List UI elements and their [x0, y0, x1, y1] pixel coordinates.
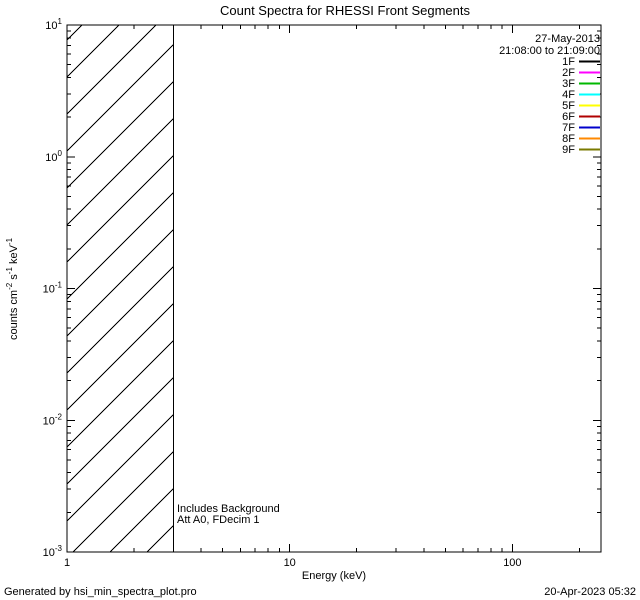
legend-date: 27-May-2013 [535, 33, 600, 45]
legend-entry-label: 4F [562, 89, 575, 101]
chart-title: Count Spectra for RHESSI Front Segments [220, 3, 470, 18]
hatch-line [66, 414, 174, 522]
y-axis-label-group: counts cm-2 s-1 keV-1 [5, 237, 20, 340]
x-axis-label: Energy (keV) [302, 570, 366, 582]
legend-entry-label: 6F [562, 111, 575, 123]
annotation-includes-background: Includes Background [177, 503, 280, 515]
y-tick-label: 101 [45, 17, 62, 32]
legend-entry: 7F [562, 122, 600, 134]
y-axis-label-text: counts cm-2 s-1 keV-1 [5, 237, 20, 340]
hatch-line [66, 24, 83, 41]
hatch-line [66, 24, 120, 78]
legend-entry: 4F [562, 89, 600, 101]
plot-frame [66, 24, 602, 553]
x-tick-label: 10 [284, 557, 296, 569]
y-tick-label: 10-1 [43, 281, 63, 296]
legend-entry: 6F [562, 111, 600, 123]
hatch-line [66, 118, 174, 226]
hatch-line [66, 192, 174, 300]
hatch-line [66, 377, 174, 485]
annotation-attenuator-state: Att A0, FDecim 1 [177, 514, 260, 526]
footer-generator: Generated by hsi_min_spectra_plot.pro [4, 586, 197, 598]
legend-entry-label: 2F [562, 67, 575, 79]
y-tick-label: 10-2 [43, 412, 63, 427]
y-tick-label: 10-3 [43, 544, 63, 559]
hatch-line [66, 81, 174, 189]
legend-entry: 9F [562, 144, 600, 156]
legend-entry-label: 5F [562, 100, 575, 112]
hatch-line [66, 266, 174, 374]
legend-entry: 3F [562, 78, 600, 90]
hatch-line [109, 488, 174, 553]
legend-entry: 8F [562, 133, 600, 145]
legend-entry-label: 1F [562, 56, 575, 68]
x-tick-label: 1 [64, 557, 70, 569]
legend-entry: 2F [562, 67, 600, 79]
hatch-line [72, 451, 174, 553]
legend-entry-label: 9F [562, 144, 575, 156]
y-tick-label: 100 [45, 149, 62, 164]
hatch-line [146, 525, 174, 553]
hatch-line [66, 24, 157, 115]
legend-time-range: 21:08:00 to 21:09:00 [499, 45, 600, 57]
legend-entry: 1F [562, 56, 600, 68]
y-axis-label: counts cm-2 s-1 keV-1 [5, 237, 20, 340]
legend-entry-label: 8F [562, 133, 575, 145]
hatch-line [66, 44, 174, 152]
hatch-line [66, 155, 174, 263]
axes: 1 10 100 10-3 10-2 10-1 100 101 [43, 17, 602, 569]
hatch-line [66, 340, 174, 448]
hatch-line [66, 303, 174, 411]
legend-entry-label: 7F [562, 122, 575, 134]
x-tick-label: 100 [503, 557, 521, 569]
legend-entry: 5F [562, 100, 600, 112]
footer-timestamp: 20-Apr-2023 05:32 [544, 586, 636, 598]
hatch-line [66, 229, 174, 337]
hatched-region [66, 24, 174, 553]
legend-entry-label: 3F [562, 78, 575, 90]
